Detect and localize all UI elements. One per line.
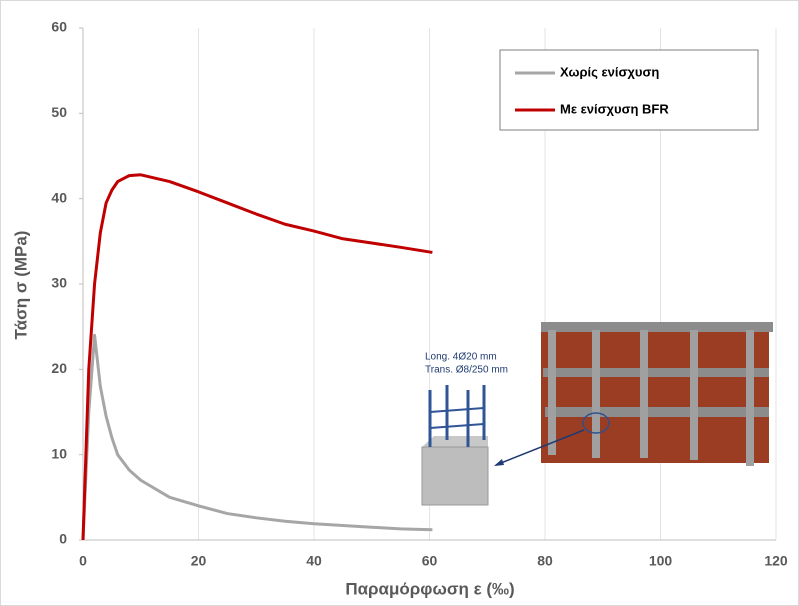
building-column [592, 330, 600, 458]
y-tick-label: 10 [51, 445, 67, 461]
x-tick-label: 60 [422, 553, 438, 569]
series-line [81, 333, 433, 541]
stirrup [429, 423, 485, 429]
column-block-face [421, 446, 489, 506]
y-tick-label: 30 [51, 275, 67, 291]
stirrup [429, 407, 485, 413]
arrow [495, 429, 585, 466]
legend-label: Χωρίς ενίσχυση [560, 64, 659, 79]
building-column [640, 330, 648, 458]
x-tick-label: 100 [649, 553, 673, 569]
building-wall [541, 328, 769, 463]
x-tick-label: 0 [79, 553, 87, 569]
building-column [746, 330, 754, 466]
x-tick-label: 20 [191, 553, 207, 569]
y-tick-label: 60 [51, 19, 67, 35]
y-tick-label: 50 [51, 104, 67, 120]
y-tick-label: 0 [59, 531, 67, 547]
annotation: Trans. Ø8/250 mm [425, 365, 508, 376]
building-slab [545, 407, 769, 417]
series-line [81, 173, 433, 541]
x-tick-label: 120 [764, 553, 788, 569]
y-axis-label: Τάση σ (MPa) [11, 231, 30, 340]
building-slab [541, 322, 773, 332]
building-column [690, 330, 698, 460]
building-illustration: Long. 4Ø20 mm Trans. Ø8/250 mm [421, 322, 773, 506]
y-tick-label: 20 [51, 360, 67, 376]
building-column [548, 330, 556, 455]
x-axis-label: Παραμόρφωση ε (‰) [345, 579, 514, 598]
x-tick-label: 80 [537, 553, 553, 569]
highlight [582, 412, 610, 434]
x-tick-label: 40 [306, 553, 322, 569]
legend-box [499, 49, 759, 131]
annotation: Long. 4Ø20 mm [425, 352, 497, 363]
legend-label: Με ενίσχυση BFR [560, 101, 669, 116]
building-slab [543, 368, 769, 377]
y-tick-label: 40 [51, 189, 67, 205]
arrow-head [494, 459, 504, 466]
